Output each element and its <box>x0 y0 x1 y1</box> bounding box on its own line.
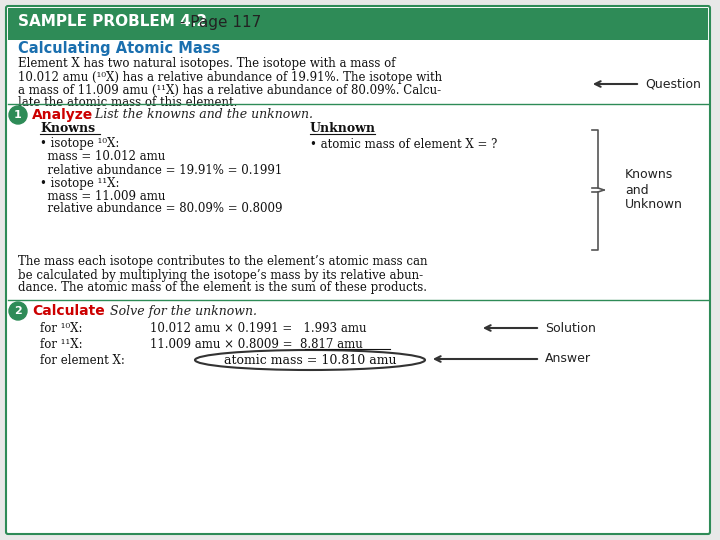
Text: 2: 2 <box>14 306 22 316</box>
Text: atomic mass = 10.810 amu: atomic mass = 10.810 amu <box>224 354 396 367</box>
Text: List the knowns and the unknown.: List the knowns and the unknown. <box>87 109 313 122</box>
Text: Knowns: Knowns <box>40 123 95 136</box>
Text: • atomic mass of element X = ?: • atomic mass of element X = ? <box>310 138 498 151</box>
Text: mass = 10.012 amu: mass = 10.012 amu <box>40 151 166 164</box>
Text: for ¹¹X:: for ¹¹X: <box>40 338 83 350</box>
Text: SAMPLE PROBLEM 4.2: SAMPLE PROBLEM 4.2 <box>18 15 207 30</box>
Text: Calculating Atomic Mass: Calculating Atomic Mass <box>18 40 220 56</box>
Text: for ¹⁰X:: for ¹⁰X: <box>40 321 83 334</box>
Text: relative abundance = 80.09% = 0.8009: relative abundance = 80.09% = 0.8009 <box>40 202 282 215</box>
Text: for element X:: for element X: <box>40 354 125 367</box>
Text: 1: 1 <box>14 110 22 120</box>
Text: relative abundance = 19.91% = 0.1991: relative abundance = 19.91% = 0.1991 <box>40 164 282 177</box>
Text: mass = 11.009 amu: mass = 11.009 amu <box>40 190 166 202</box>
Circle shape <box>9 302 27 320</box>
Text: • isotope ¹¹X:: • isotope ¹¹X: <box>40 177 120 190</box>
Text: Answer: Answer <box>545 353 591 366</box>
Text: 10.012 amu (¹⁰X) has a relative abundance of 19.91%. The isotope with: 10.012 amu (¹⁰X) has a relative abundanc… <box>18 71 442 84</box>
Circle shape <box>9 106 27 124</box>
Ellipse shape <box>195 350 425 370</box>
Text: 10.012 amu × 0.1991 =   1.993 amu: 10.012 amu × 0.1991 = 1.993 amu <box>150 321 366 334</box>
FancyBboxPatch shape <box>6 6 710 534</box>
Text: dance. The atomic mass of the element is the sum of these products.: dance. The atomic mass of the element is… <box>18 281 427 294</box>
Text: Unknown: Unknown <box>310 123 376 136</box>
FancyBboxPatch shape <box>8 8 708 40</box>
Text: The mass each isotope contributes to the element’s atomic mass can: The mass each isotope contributes to the… <box>18 255 428 268</box>
Text: 11.009 amu × 0.8009 =  8.817 amu: 11.009 amu × 0.8009 = 8.817 amu <box>150 338 363 350</box>
Text: be calculated by multiplying the isotope’s mass by its relative abun-: be calculated by multiplying the isotope… <box>18 268 423 281</box>
Text: Solution: Solution <box>545 321 596 334</box>
Text: Question: Question <box>645 78 701 91</box>
Text: - Page 117: - Page 117 <box>175 15 261 30</box>
Text: Knowns
and
Unknown: Knowns and Unknown <box>625 168 683 212</box>
Text: a mass of 11.009 amu (¹¹X) has a relative abundance of 80.09%. Calcu-: a mass of 11.009 amu (¹¹X) has a relativ… <box>18 84 441 97</box>
Text: • isotope ¹⁰X:: • isotope ¹⁰X: <box>40 138 120 151</box>
Text: Analyze: Analyze <box>32 108 94 122</box>
Text: Calculate: Calculate <box>32 304 104 318</box>
Text: Element X has two natural isotopes. The isotope with a mass of: Element X has two natural isotopes. The … <box>18 57 395 71</box>
Text: late the atomic mass of this element.: late the atomic mass of this element. <box>18 97 238 110</box>
Text: Solve for the unknown.: Solve for the unknown. <box>102 305 257 318</box>
